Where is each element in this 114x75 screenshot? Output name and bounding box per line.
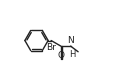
Text: N: N (67, 36, 73, 45)
Text: O: O (57, 51, 64, 60)
Text: H: H (68, 50, 75, 59)
Text: Br: Br (46, 44, 56, 52)
